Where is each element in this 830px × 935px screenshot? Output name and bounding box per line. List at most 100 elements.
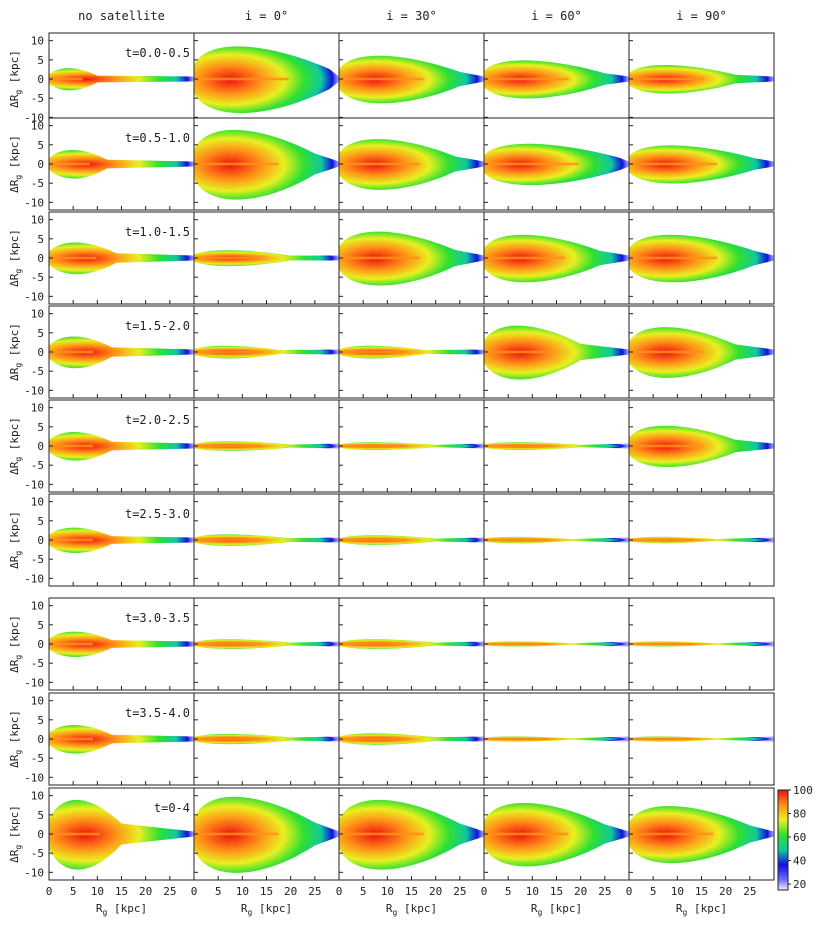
density-core xyxy=(194,256,262,260)
y-tick-label: -10 xyxy=(24,676,44,689)
density-core xyxy=(339,162,421,166)
density-region xyxy=(194,534,339,546)
y-tick-label: 10 xyxy=(31,600,44,613)
density-region xyxy=(49,527,194,553)
y-axis-label: ΔRg [kpc] xyxy=(8,50,23,108)
column-header: i = 60° xyxy=(531,9,582,23)
density-region xyxy=(484,325,629,380)
density-core xyxy=(49,538,93,542)
panel-r7-c0 xyxy=(48,692,195,786)
density-core xyxy=(194,444,262,448)
y-tick-label: -5 xyxy=(31,657,44,670)
density-core xyxy=(484,77,569,81)
density-core xyxy=(339,444,407,448)
y-tick-label: 10 xyxy=(31,695,44,708)
y-tick-label: 0 xyxy=(37,252,44,265)
density-core xyxy=(629,444,704,448)
panel-r8-c2 xyxy=(338,787,485,881)
density-core xyxy=(629,256,717,260)
x-tick-label: 5 xyxy=(360,885,367,898)
x-tick-label: 10 xyxy=(671,885,684,898)
row-time-label: t=3.5-4.0 xyxy=(125,706,190,720)
x-tick-label: 0 xyxy=(481,885,488,898)
y-tick-label: -5 xyxy=(31,459,44,472)
y-tick-label: -10 xyxy=(24,572,44,585)
density-core xyxy=(339,350,400,354)
colorbar-tick-label: 20 xyxy=(793,878,806,891)
panel-r2-c0 xyxy=(48,211,195,305)
panel-r5-c1 xyxy=(193,493,340,587)
x-tick-label: 20 xyxy=(574,885,587,898)
x-tick-label: 0 xyxy=(191,885,198,898)
density-core xyxy=(339,737,407,741)
density-core xyxy=(339,77,424,81)
density-core xyxy=(629,737,690,741)
density-region xyxy=(194,441,339,451)
y-tick-label: 0 xyxy=(37,638,44,651)
density-region xyxy=(194,734,339,745)
colorbar-tick-label: 60 xyxy=(793,831,806,844)
density-core xyxy=(49,350,93,354)
density-region xyxy=(49,631,194,657)
density-region xyxy=(629,536,774,544)
x-tick-label: 15 xyxy=(695,885,708,898)
y-tick-label: 5 xyxy=(37,139,44,152)
panel-r6-c1 xyxy=(193,597,340,691)
column-header: i = 30° xyxy=(386,9,437,23)
panel-r1-c1 xyxy=(193,117,340,211)
y-tick-label: -10 xyxy=(24,866,44,879)
density-core xyxy=(49,832,100,836)
density-region xyxy=(49,68,194,91)
density-core xyxy=(484,350,552,354)
panel-r3-c1 xyxy=(193,305,340,399)
y-tick-label: -10 xyxy=(24,478,44,491)
y-tick-label: 5 xyxy=(37,327,44,340)
column-header: i = 0° xyxy=(245,9,288,23)
density-core xyxy=(484,162,579,166)
x-tick-label: 25 xyxy=(743,885,756,898)
y-tick-label: -5 xyxy=(31,553,44,566)
panel-r4-c4 xyxy=(628,399,775,493)
y-tick-label: 5 xyxy=(37,619,44,632)
y-tick-label: -5 xyxy=(31,177,44,190)
density-core xyxy=(49,642,93,646)
panel-r0-c2 xyxy=(338,32,485,126)
density-region xyxy=(49,150,194,179)
row-time-label: t=0.0-0.5 xyxy=(125,46,190,60)
x-tick-label: 15 xyxy=(260,885,273,898)
y-tick-label: -10 xyxy=(24,771,44,784)
density-core xyxy=(49,737,93,741)
panel-r8-c1 xyxy=(193,787,340,881)
x-axis-label: Rg [kpc] xyxy=(531,902,582,917)
y-tick-label: 10 xyxy=(31,790,44,803)
y-tick-label: 0 xyxy=(37,346,44,359)
panel-r3-c3 xyxy=(483,305,630,399)
x-tick-label: 25 xyxy=(598,885,611,898)
panel-r4-c1 xyxy=(193,399,340,493)
x-tick-label: 0 xyxy=(626,885,633,898)
panel-r3-c2 xyxy=(338,305,485,399)
density-core xyxy=(629,832,714,836)
panel-r5-c0 xyxy=(48,493,195,587)
x-tick-label: 15 xyxy=(115,885,128,898)
density-region xyxy=(49,242,194,275)
panel-r6-c3 xyxy=(483,597,630,691)
y-tick-label: 10 xyxy=(31,35,44,48)
density-core xyxy=(629,77,704,81)
panel-r0-c0 xyxy=(48,32,195,126)
row-time-label: t=1.0-1.5 xyxy=(125,225,190,239)
colorbar-tick-label: 80 xyxy=(793,808,806,821)
y-tick-label: -10 xyxy=(24,290,44,303)
panel-r5-c4 xyxy=(628,493,775,587)
y-tick-label: 0 xyxy=(37,828,44,841)
density-core xyxy=(194,77,289,81)
x-axis-label: Rg [kpc] xyxy=(96,902,147,917)
x-tick-label: 15 xyxy=(405,885,418,898)
x-tick-label: 15 xyxy=(550,885,563,898)
x-tick-label: 5 xyxy=(650,885,657,898)
density-core xyxy=(339,538,407,542)
y-tick-label: -5 xyxy=(31,365,44,378)
y-tick-label: 10 xyxy=(31,496,44,509)
density-core xyxy=(194,350,255,354)
y-tick-label: -5 xyxy=(31,271,44,284)
